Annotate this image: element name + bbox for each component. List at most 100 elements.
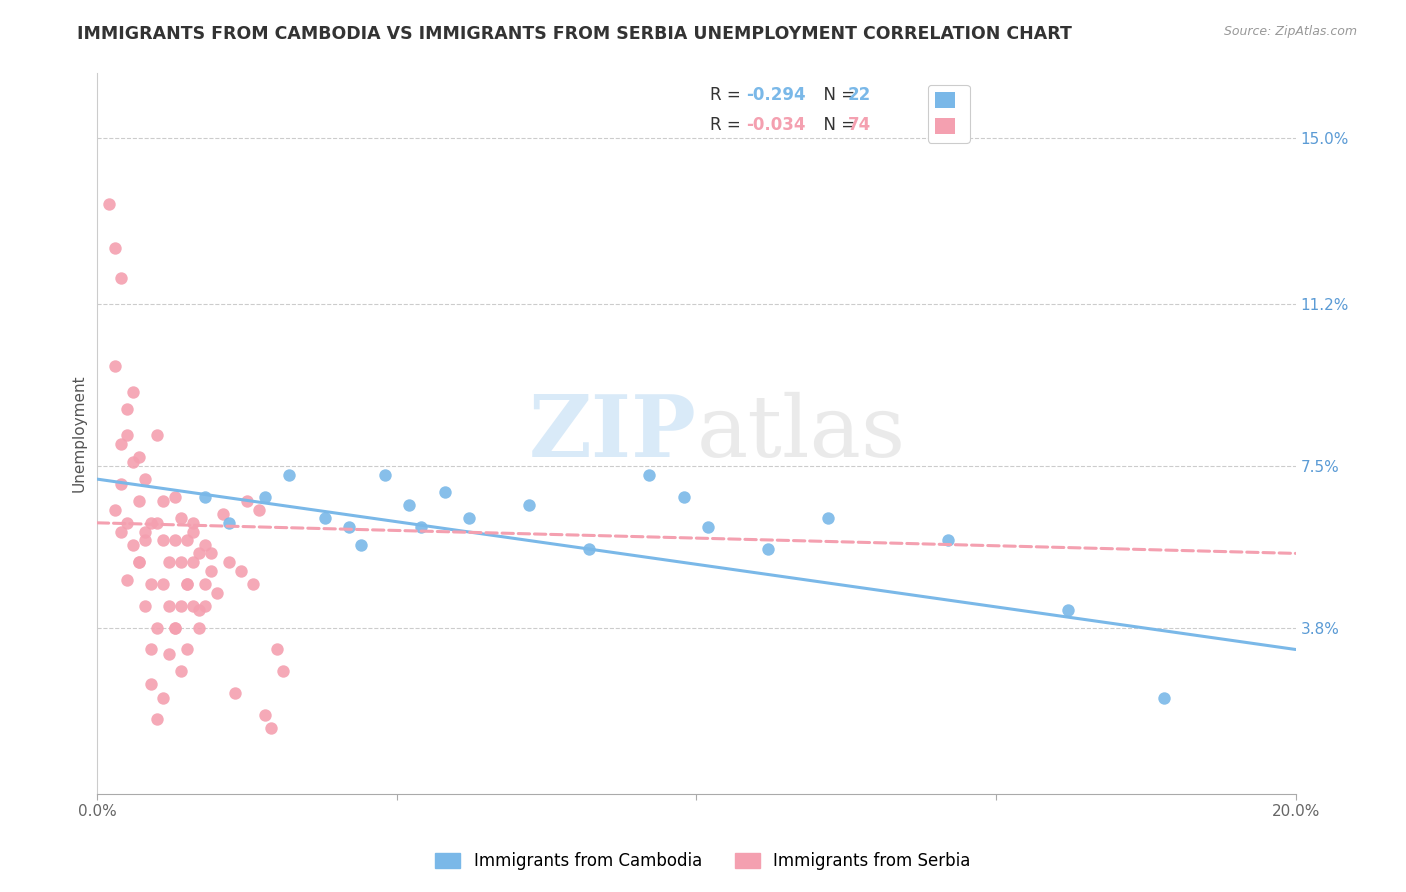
Point xyxy=(194,599,217,613)
Point xyxy=(157,555,180,569)
Point xyxy=(117,516,139,530)
Text: 22: 22 xyxy=(848,87,872,104)
Point xyxy=(146,516,169,530)
Point xyxy=(117,428,139,442)
Point xyxy=(266,642,288,657)
Point xyxy=(350,538,373,552)
Point xyxy=(181,555,204,569)
Point xyxy=(176,642,198,657)
Point xyxy=(254,490,277,504)
Point xyxy=(278,467,301,482)
Point xyxy=(165,621,187,635)
Point xyxy=(146,621,169,635)
Point xyxy=(181,599,204,613)
Point xyxy=(1057,603,1080,617)
Point xyxy=(398,499,420,513)
Point xyxy=(104,502,127,516)
Point xyxy=(165,490,187,504)
Point xyxy=(146,712,169,726)
Point xyxy=(181,524,204,539)
Point xyxy=(128,555,150,569)
Point xyxy=(165,621,187,635)
Point xyxy=(224,686,246,700)
Point xyxy=(157,647,180,661)
Point xyxy=(134,472,156,486)
Point xyxy=(152,577,174,591)
Point xyxy=(374,467,396,482)
Point xyxy=(254,708,277,723)
Point xyxy=(188,603,211,617)
Point xyxy=(200,546,222,560)
Text: IMMIGRANTS FROM CAMBODIA VS IMMIGRANTS FROM SERBIA UNEMPLOYMENT CORRELATION CHAR: IMMIGRANTS FROM CAMBODIA VS IMMIGRANTS F… xyxy=(77,25,1073,43)
Point xyxy=(98,197,121,211)
Point xyxy=(200,564,222,578)
Legend: Immigrants from Cambodia, Immigrants from Serbia: Immigrants from Cambodia, Immigrants fro… xyxy=(429,846,977,877)
Point xyxy=(260,721,283,735)
Point xyxy=(141,677,163,691)
Point xyxy=(194,538,217,552)
Point xyxy=(181,516,204,530)
Point xyxy=(128,494,150,508)
Point xyxy=(247,502,270,516)
Text: -0.034: -0.034 xyxy=(747,116,806,134)
Point xyxy=(1153,690,1175,705)
Point xyxy=(146,428,169,442)
Point xyxy=(236,494,259,508)
Point xyxy=(817,511,839,525)
Point xyxy=(128,450,150,465)
Point xyxy=(578,542,600,557)
Point xyxy=(242,577,264,591)
Point xyxy=(205,585,228,599)
Point xyxy=(128,555,150,569)
Point xyxy=(188,546,211,560)
Point xyxy=(110,524,132,539)
Point xyxy=(110,476,132,491)
Point xyxy=(194,577,217,591)
Point xyxy=(141,577,163,591)
Point xyxy=(141,516,163,530)
Point xyxy=(110,437,132,451)
Point xyxy=(157,599,180,613)
Point xyxy=(170,665,193,679)
Point xyxy=(170,511,193,525)
Y-axis label: Unemployment: Unemployment xyxy=(72,375,86,492)
Point xyxy=(218,555,240,569)
Point xyxy=(457,511,479,525)
Text: Source: ZipAtlas.com: Source: ZipAtlas.com xyxy=(1223,25,1357,38)
Point xyxy=(271,665,294,679)
Point xyxy=(673,490,696,504)
Point xyxy=(212,507,235,521)
Point xyxy=(170,555,193,569)
Point xyxy=(134,599,156,613)
Point xyxy=(314,511,336,525)
Point xyxy=(110,271,132,285)
Text: 74: 74 xyxy=(848,116,872,134)
Point xyxy=(176,533,198,548)
Legend: , : , xyxy=(928,85,970,143)
Point xyxy=(433,485,456,500)
Point xyxy=(152,494,174,508)
Point xyxy=(104,241,127,255)
Point xyxy=(188,621,211,635)
Point xyxy=(176,577,198,591)
Text: R =: R = xyxy=(710,87,747,104)
Point xyxy=(117,573,139,587)
Point xyxy=(231,564,253,578)
Point xyxy=(697,520,720,534)
Text: N =: N = xyxy=(813,116,860,134)
Point xyxy=(122,455,145,469)
Point xyxy=(104,359,127,373)
Point xyxy=(152,533,174,548)
Point xyxy=(337,520,360,534)
Point xyxy=(134,524,156,539)
Point xyxy=(122,384,145,399)
Point xyxy=(176,577,198,591)
Point xyxy=(637,467,659,482)
Point xyxy=(134,533,156,548)
Point xyxy=(218,516,240,530)
Text: ZIP: ZIP xyxy=(529,392,696,475)
Point xyxy=(194,490,217,504)
Point xyxy=(170,599,193,613)
Text: N =: N = xyxy=(813,87,860,104)
Point xyxy=(936,533,959,548)
